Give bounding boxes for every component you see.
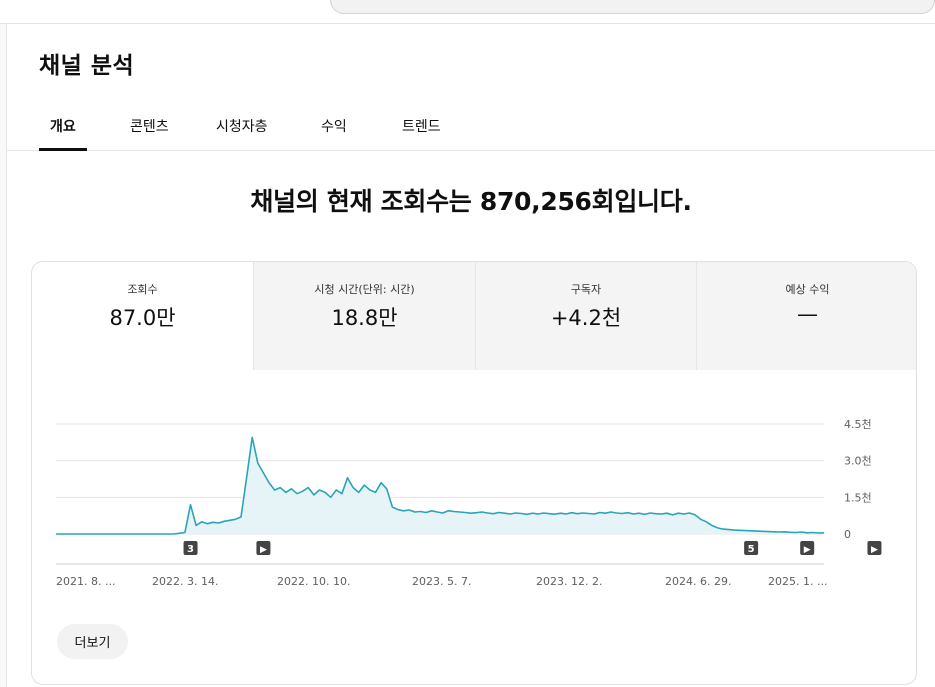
- tab-audience[interactable]: 시청자층: [216, 119, 268, 135]
- y-tick-label: 3.0천: [844, 454, 872, 468]
- page-title: 채널 분석: [39, 53, 135, 79]
- x-tick-label: 2021. 8. ...: [56, 575, 115, 588]
- metric-value: +4.2천: [550, 306, 622, 330]
- metric-label: 구독자: [570, 283, 602, 296]
- sidebar-edge: [0, 24, 7, 687]
- y-tick-label: 0: [844, 528, 851, 541]
- x-tick-label: 2022. 3. 14.: [152, 575, 218, 588]
- timeline-marker-box: [867, 541, 882, 555]
- metric-watch-time[interactable]: 시청 시간(단위: 시간) 18.8만: [253, 262, 475, 370]
- metric-value: 18.8만: [331, 306, 398, 330]
- timeline-marker-label: ▶: [260, 545, 267, 555]
- metric-views[interactable]: 조회수 87.0만: [32, 262, 253, 370]
- main-content: 채널 분석 개요 콘텐츠 시청자층 수익 트렌드 채널의 현재 조회수는 870…: [7, 24, 935, 687]
- tab-trends[interactable]: 트렌드: [402, 119, 441, 135]
- timeline-marker-label: ▶: [804, 545, 811, 555]
- metric-label: 조회수: [127, 283, 158, 296]
- series-line: [56, 436, 825, 535]
- timeline-marker[interactable]: ▶: [867, 541, 882, 555]
- metric-estimated-revenue[interactable]: 예상 수익 —: [696, 262, 916, 370]
- timeline-marker[interactable]: 5: [744, 541, 759, 555]
- x-tick-label: 2023. 12. 2.: [536, 575, 602, 588]
- tab-bar: 개요 콘텐츠 시청자층 수익 트렌드: [7, 104, 935, 151]
- y-tick-label: 4.5천: [844, 417, 872, 431]
- metric-subscribers[interactable]: 구독자 +4.2천: [475, 262, 696, 370]
- views-chart: 0 1.5천 3.0천 4.5천 3 ▶ 5 ▶ ▶ 2021. 8. ... 2022. 3. 1…: [32, 370, 916, 684]
- timeline-marker-label: 5: [748, 544, 755, 555]
- views-chart-svg: 0 1.5천 3.0천 4.5천 3 ▶ 5 ▶ ▶ 2021. 8. ... 2022. 3. 1…: [56, 417, 882, 588]
- more-button[interactable]: 더보기: [57, 624, 128, 659]
- x-tick-label: 2023. 5. 7.: [412, 575, 471, 588]
- metric-label: 시청 시간(단위: 시간): [314, 283, 415, 296]
- metric-label: 예상 수익: [785, 283, 830, 296]
- timeline-marker-label: ▶: [871, 545, 878, 555]
- tab-revenue[interactable]: 수익: [321, 119, 347, 135]
- series-area: [56, 437, 824, 534]
- x-tick-label: 2024. 6. 29.: [665, 575, 731, 588]
- headline: 채널의 현재 조회수는 870,256회입니다.: [250, 187, 692, 216]
- metric-value: —: [797, 302, 818, 326]
- x-tick-label: 2025. 1. ...: [768, 575, 827, 588]
- timeline-marker-box: [800, 541, 815, 555]
- metric-tabs: 조회수 87.0만 시청 시간(단위: 시간) 18.8만 구독자 +4.2천 …: [32, 262, 916, 370]
- tab-overview[interactable]: 개요: [50, 119, 76, 135]
- active-tab-indicator: [39, 148, 87, 151]
- timeline-marker[interactable]: ▶: [256, 541, 271, 555]
- y-tick-label: 1.5천: [844, 490, 872, 504]
- timeline-marker-box: [256, 541, 271, 555]
- x-tick-label: 2022. 10. 10.: [277, 575, 350, 588]
- timeline-marker[interactable]: ▶: [800, 541, 815, 555]
- top-bar: [0, 0, 935, 24]
- analytics-card: 조회수 87.0만 시청 시간(단위: 시간) 18.8만 구독자 +4.2천 …: [31, 261, 917, 685]
- timeline-marker-box: [744, 541, 759, 555]
- metric-value: 87.0만: [109, 306, 176, 330]
- timeline-marker-label: 3: [187, 544, 194, 555]
- search-input[interactable]: [330, 0, 935, 14]
- timeline-marker[interactable]: 3: [183, 541, 198, 555]
- timeline-marker-box: [183, 541, 198, 555]
- tab-content[interactable]: 콘텐츠: [130, 119, 169, 135]
